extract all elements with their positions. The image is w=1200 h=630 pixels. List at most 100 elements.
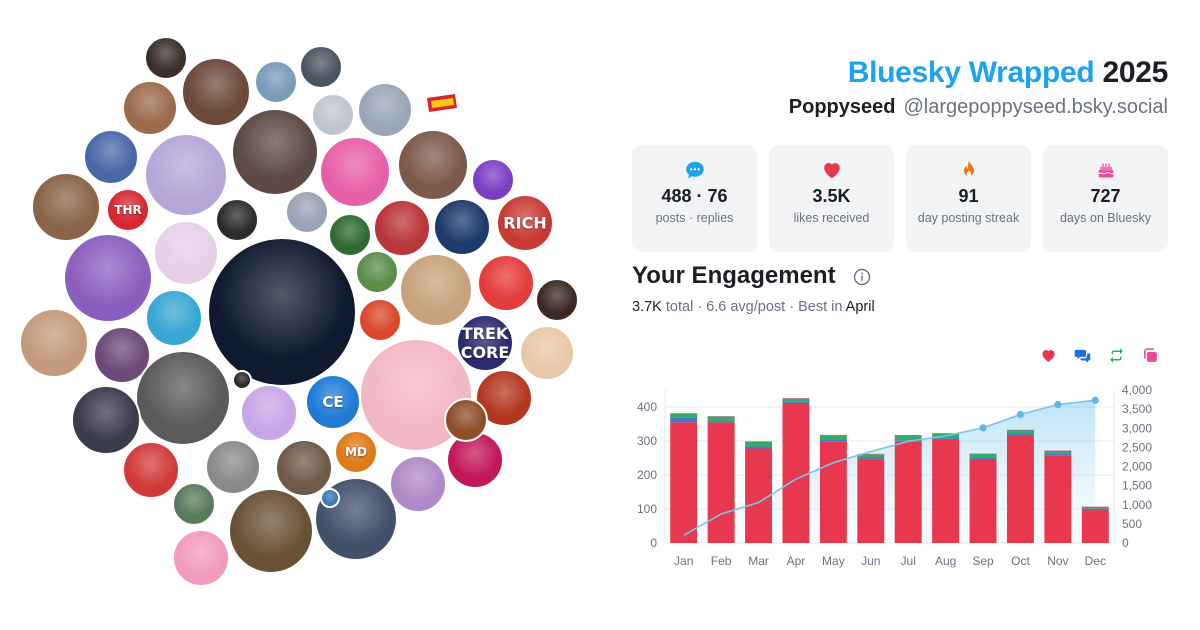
- cumulative-point: [1054, 400, 1062, 409]
- avatar-24[interactable]: [207, 237, 357, 387]
- bar-reply-sep: [969, 457, 997, 460]
- bar-heart-jul: [894, 441, 922, 543]
- avatar-38[interactable]: [71, 385, 141, 455]
- bar-repost-apr: [782, 398, 810, 402]
- avatar-21[interactable]: RICH: [496, 194, 554, 252]
- avatar-4[interactable]: [299, 45, 343, 89]
- avatar-label: THR: [114, 203, 142, 217]
- avatar-26[interactable]: [399, 253, 473, 327]
- avatar-30[interactable]: [358, 298, 402, 342]
- bar-repost-sep: [969, 453, 997, 458]
- bar-heart-may: [819, 441, 847, 543]
- avatar-29[interactable]: [145, 289, 203, 347]
- avatar-18[interactable]: [328, 213, 372, 257]
- bar-quote-oct: [1006, 429, 1034, 431]
- avatar-11[interactable]: [319, 136, 391, 208]
- avatar-51[interactable]: [444, 398, 488, 442]
- stat-value: 727: [1090, 186, 1121, 206]
- stat-label: day posting streak: [917, 211, 1020, 225]
- bar-heart-jun: [857, 458, 885, 543]
- avatar-43[interactable]: [275, 439, 333, 497]
- avatar-2[interactable]: [181, 57, 251, 127]
- y2-tick-label: 2,500: [1122, 440, 1152, 454]
- x-tick-label: Jun: [861, 554, 880, 568]
- avatar-10[interactable]: [231, 108, 319, 196]
- avatar-33[interactable]: TREK CORE: [456, 314, 514, 372]
- x-tick-label: Jul: [901, 554, 916, 568]
- x-tick-label: Feb: [711, 554, 732, 568]
- avatar-22[interactable]: [63, 233, 153, 323]
- avatar-9[interactable]: [144, 133, 228, 217]
- bar-reply-aug: [932, 438, 960, 440]
- avatar-13[interactable]: [471, 158, 515, 202]
- avatar-3[interactable]: [254, 60, 298, 104]
- avatar-32[interactable]: [93, 326, 151, 384]
- bar-repost-dec: [1081, 506, 1109, 509]
- avatar-17[interactable]: [285, 190, 329, 234]
- avatar-42[interactable]: [205, 439, 261, 495]
- avatar-31[interactable]: [19, 308, 89, 378]
- bar-repost-jun: [857, 454, 885, 457]
- avatar-28[interactable]: [535, 278, 579, 322]
- avatar-cluster: THR RICH TREK CORE CE MD: [19, 36, 579, 587]
- avatar-14[interactable]: [31, 172, 101, 242]
- heart-icon: [823, 162, 840, 179]
- user-handle: @largepoppyseed.bsky.social: [903, 96, 1168, 118]
- year-title: 2025: [1102, 56, 1168, 89]
- avatar-34[interactable]: [519, 325, 575, 381]
- user-line: Poppyseed @largepoppyseed.bsky.social: [789, 96, 1168, 119]
- bar-quote-apr: [782, 398, 810, 399]
- avatar-52[interactable]: [232, 370, 252, 390]
- avatar-23[interactable]: [153, 220, 219, 286]
- avatar-49[interactable]: [314, 477, 398, 561]
- avatar-7[interactable]: [357, 82, 413, 138]
- avatar-1[interactable]: [144, 36, 188, 80]
- quote-icon[interactable]: [1142, 347, 1159, 364]
- bar-quote-may: [819, 434, 847, 436]
- bar-repost-mar: [745, 441, 773, 447]
- avatar-40[interactable]: CE: [305, 374, 361, 430]
- avatar-19[interactable]: [373, 199, 431, 257]
- avatar-12[interactable]: [397, 129, 469, 201]
- avatar-53[interactable]: [320, 488, 340, 508]
- stat-value: 3.5K: [812, 186, 851, 206]
- avatar-15[interactable]: THR: [106, 188, 150, 232]
- bar-quote-dec: [1081, 506, 1109, 508]
- heart-icon[interactable]: [1040, 347, 1057, 364]
- reply-icon[interactable]: [1074, 347, 1091, 364]
- broadway-badge: [425, 92, 459, 114]
- x-tick-label: Apr: [787, 554, 806, 568]
- avatar-37[interactable]: [240, 384, 298, 442]
- engagement-total-label: total: [665, 299, 694, 315]
- avatar-41[interactable]: [122, 441, 180, 499]
- y-tick-label: 0: [650, 536, 657, 550]
- bar-heart-sep: [969, 459, 997, 543]
- x-tick-label: Nov: [1047, 554, 1068, 568]
- bar-reply-jan: [670, 417, 698, 423]
- bar-quote-nov: [1044, 450, 1072, 452]
- avatar-6[interactable]: [311, 93, 355, 137]
- avatar-47[interactable]: [172, 482, 216, 526]
- avatar-46[interactable]: [446, 431, 504, 489]
- cumulative-point: [1016, 410, 1025, 419]
- cake-icon: [1097, 163, 1114, 178]
- avatar-8[interactable]: [83, 129, 139, 185]
- avatar-36[interactable]: [135, 350, 231, 446]
- avatar-25[interactable]: [355, 250, 399, 294]
- avatar-50[interactable]: [172, 529, 230, 587]
- chat-bubble-icon: [685, 161, 704, 179]
- bar-quote-jun: [857, 453, 885, 455]
- info-icon[interactable]: [853, 268, 871, 286]
- bar-repost-feb: [707, 416, 735, 421]
- avatar-20[interactable]: [433, 198, 491, 256]
- y2-tick-label: 1,500: [1122, 479, 1152, 493]
- avatar-48[interactable]: [228, 488, 314, 574]
- avatar-16[interactable]: [215, 198, 259, 242]
- avatar-label: RICH: [503, 213, 547, 233]
- repost-icon[interactable]: [1108, 347, 1125, 364]
- avatar-44[interactable]: MD: [334, 430, 378, 474]
- avatar-45[interactable]: [389, 455, 447, 513]
- avatar-27[interactable]: [477, 254, 535, 312]
- stats-row: 488 · 76 posts · replies 3.5K likes rece…: [632, 145, 1168, 252]
- avatar-5[interactable]: [122, 80, 178, 136]
